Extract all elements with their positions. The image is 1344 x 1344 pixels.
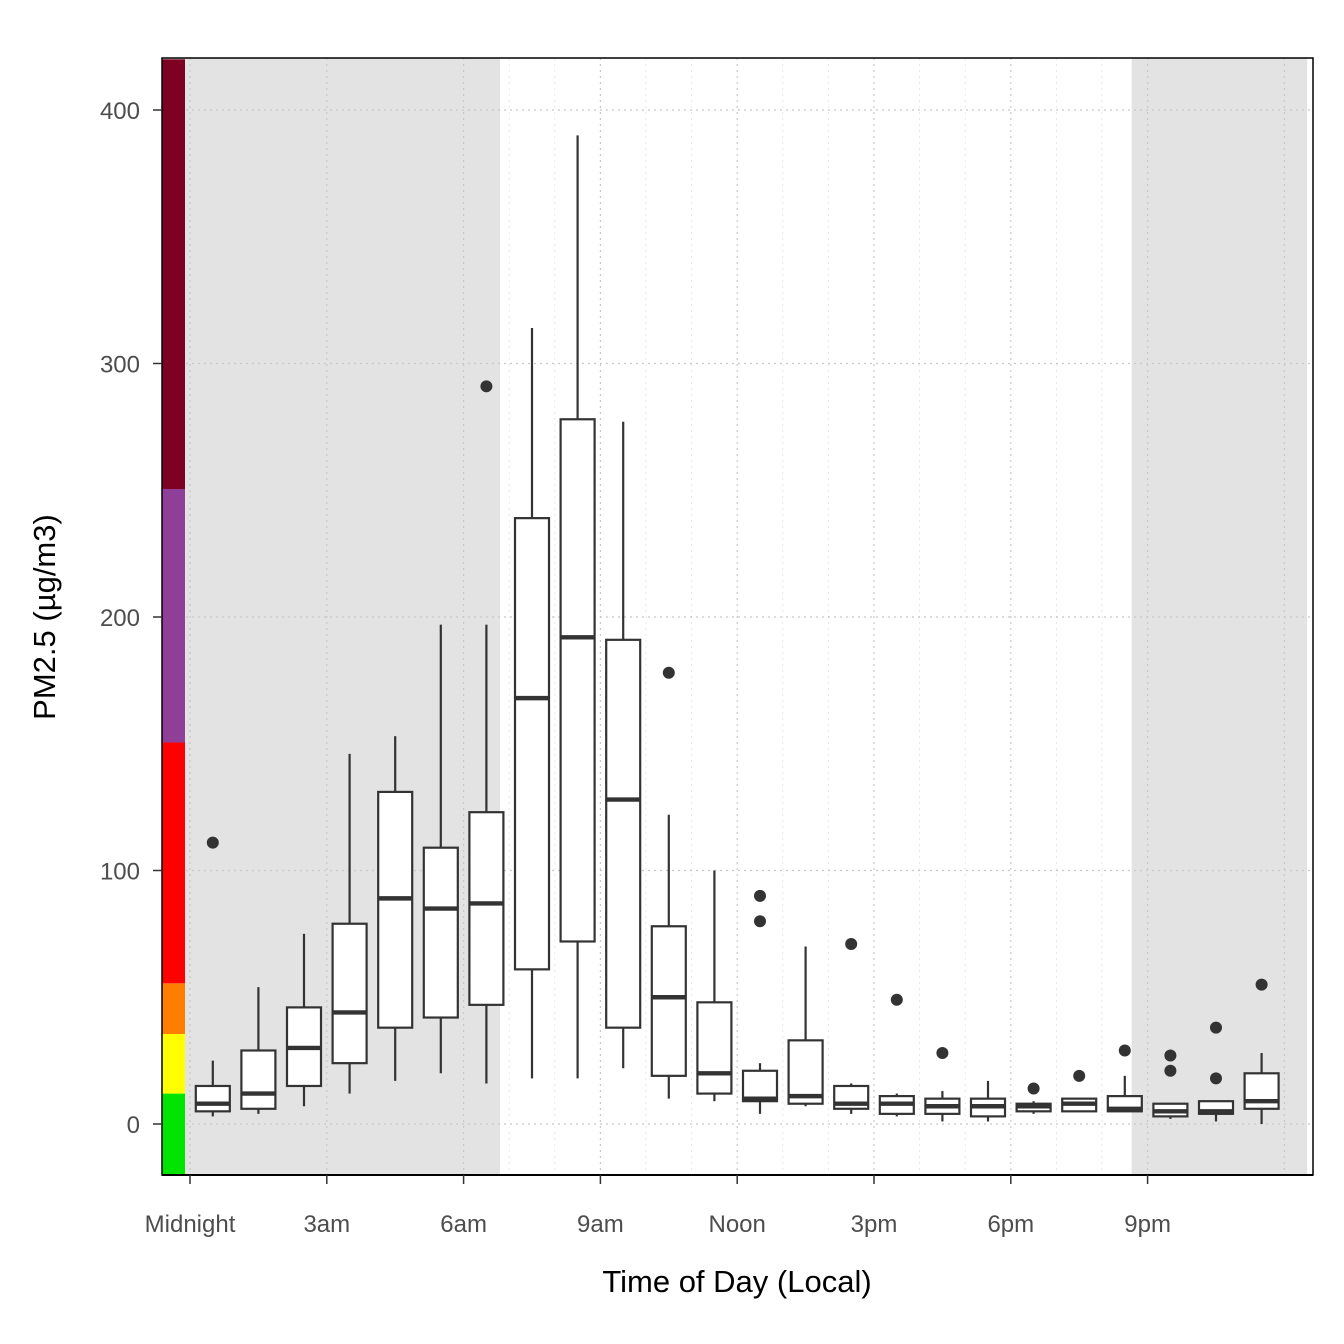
box-body (513, 517, 551, 971)
y-tick-label: 100 (100, 859, 140, 886)
box-7 (513, 328, 551, 1079)
y-tick-label: 200 (100, 605, 140, 632)
y-tick-label: 400 (100, 98, 140, 125)
box-16 (924, 1047, 961, 1122)
aqi-band-5 (162, 59, 185, 489)
y-tick-label: 300 (100, 352, 140, 379)
box-5 (422, 624, 459, 1074)
box-21 (1152, 1049, 1189, 1119)
outlier-point (1210, 1021, 1222, 1034)
x-axis-ticks: Midnight 3am 6am 9am Noon 3pm 6pm 9pm (145, 1175, 1171, 1238)
y-axis-ticks: 0 100 200 300 400 (100, 98, 162, 1139)
box-8 (559, 135, 596, 1079)
box-body (741, 1069, 779, 1103)
x-tick-label: 3am (303, 1211, 350, 1238)
x-tick-label: Midnight (145, 1211, 236, 1238)
box-body (422, 846, 459, 1019)
box-1 (240, 987, 277, 1114)
outlier-point (890, 993, 903, 1006)
box-0 (194, 836, 231, 1117)
aqi-band-4 (162, 488, 185, 743)
aqi-band-0 (162, 1093, 185, 1175)
box-body (468, 811, 505, 1006)
aqi-band-2 (162, 983, 185, 1035)
outlier-point (1164, 1064, 1177, 1077)
aqi-color-bar (162, 59, 185, 1175)
box-23 (1243, 978, 1280, 1124)
box-body (377, 790, 414, 1029)
outlier-point (754, 915, 766, 928)
x-tick-label: Noon (709, 1211, 766, 1238)
box-body (787, 1039, 824, 1105)
grid-lines (162, 58, 1313, 1175)
box-18 (1015, 1082, 1052, 1114)
outlier-point (480, 380, 493, 393)
x-tick-label: 9pm (1124, 1211, 1171, 1238)
box-13 (787, 946, 824, 1107)
box-3 (331, 753, 368, 1094)
box-series (194, 135, 1280, 1124)
box-body (331, 922, 368, 1065)
box-4 (377, 736, 414, 1081)
box-19 (1061, 1069, 1098, 1113)
aqi-band-3 (162, 742, 185, 984)
box-body (559, 418, 596, 943)
outlier-point (936, 1047, 949, 1060)
x-tick-label: 3pm (851, 1211, 898, 1238)
outlier-point (1164, 1049, 1177, 1062)
box-14 (833, 938, 870, 1114)
box-body (1243, 1072, 1280, 1110)
box-body (650, 925, 687, 1077)
outlier-point (1073, 1069, 1086, 1082)
outlier-point (845, 938, 858, 951)
box-10 (650, 666, 687, 1099)
outlier-point (662, 666, 675, 679)
outlier-point (1210, 1072, 1222, 1085)
box-17 (969, 1080, 1007, 1122)
box-body (605, 638, 642, 1029)
box-9 (605, 421, 642, 1069)
box-12 (741, 889, 779, 1114)
x-tick-label: 6pm (987, 1211, 1034, 1238)
box-body (194, 1084, 231, 1113)
outlier-point (1255, 978, 1268, 991)
box-2 (285, 933, 323, 1107)
box-15 (878, 993, 915, 1117)
box-body (240, 1049, 277, 1110)
aqi-band-1 (162, 1034, 185, 1094)
box-body (696, 1001, 733, 1095)
box-22 (1197, 1021, 1235, 1122)
box-11 (696, 870, 733, 1102)
box-20 (1106, 1044, 1143, 1113)
outlier-point (1027, 1082, 1040, 1095)
x-axis-title: Time of Day (Local) (602, 1264, 871, 1299)
outlier-point (206, 836, 219, 849)
x-tick-label: 6am (440, 1211, 487, 1238)
x-tick-label: 9am (577, 1211, 624, 1238)
outlier-point (754, 889, 766, 902)
y-tick-label: 0 (127, 1112, 140, 1139)
outlier-point (1118, 1044, 1131, 1057)
box-6 (468, 380, 505, 1084)
y-axis-title: PM2.5 (µg/m3) (27, 514, 62, 720)
